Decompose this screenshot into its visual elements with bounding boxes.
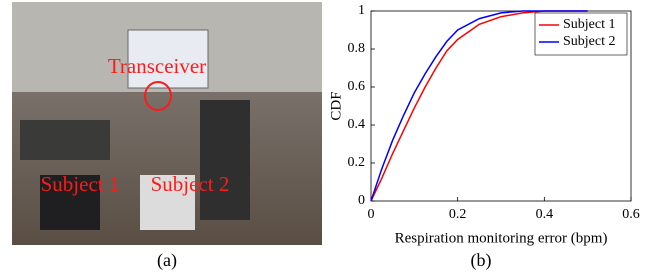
figure: Transceiver Subject 1 Subject 2 (a) (b) …: [0, 0, 656, 275]
y-tick-label: 0.4: [348, 117, 366, 132]
x-tick-label: 0.6: [622, 207, 640, 222]
photo-label: Transceiver: [108, 54, 206, 78]
caption: (a): [157, 250, 177, 271]
y-tick-label: 1: [358, 3, 365, 18]
y-tick-label: 0.8: [348, 41, 366, 56]
page: Transceiver Subject 1 Subject 2 (a) (b) …: [0, 0, 656, 275]
photo-label: Subject 2: [151, 172, 230, 196]
y-axis-label: CDF: [328, 91, 344, 120]
photo-desk: [200, 100, 250, 220]
photo-desk: [20, 120, 110, 160]
x-tick-label: 0: [368, 207, 375, 222]
photo-label: Subject 1: [41, 172, 120, 196]
photo: Transceiver Subject 1 Subject 2: [12, 2, 322, 245]
x-tick-label: 0.2: [449, 207, 467, 222]
legend-label: Subject 1: [563, 17, 616, 32]
legend-label: Subject 2: [563, 34, 616, 49]
caption: (b): [471, 250, 492, 271]
y-tick-label: 0: [358, 193, 365, 208]
y-tick-label: 0.6: [348, 79, 366, 94]
y-tick-label: 0.2: [348, 155, 366, 170]
x-axis-label: Respiration monitoring error (bpm): [395, 230, 608, 246]
x-tick-label: 0.4: [536, 207, 554, 222]
